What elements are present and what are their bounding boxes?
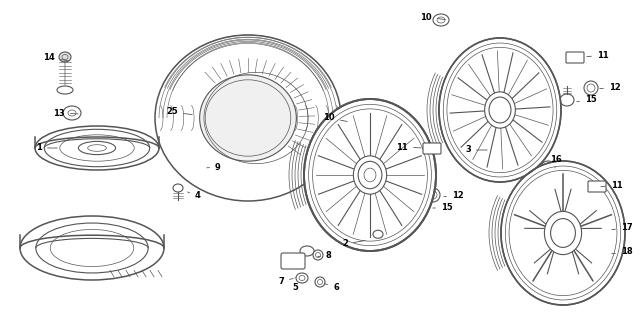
- Text: 13: 13: [53, 108, 78, 117]
- Text: 16: 16: [550, 155, 562, 168]
- Text: 6: 6: [324, 283, 339, 292]
- Text: 25: 25: [166, 108, 192, 116]
- Ellipse shape: [296, 273, 308, 283]
- Ellipse shape: [173, 184, 183, 192]
- Text: 18: 18: [612, 248, 632, 256]
- FancyBboxPatch shape: [588, 181, 606, 192]
- Ellipse shape: [200, 75, 296, 161]
- Text: 7: 7: [278, 277, 293, 286]
- Ellipse shape: [79, 141, 116, 155]
- Ellipse shape: [595, 245, 609, 259]
- Ellipse shape: [433, 14, 449, 26]
- Text: 4: 4: [188, 191, 201, 201]
- Text: 2: 2: [342, 240, 365, 249]
- Ellipse shape: [489, 97, 511, 123]
- Text: 1: 1: [36, 144, 57, 152]
- Text: 10: 10: [323, 114, 348, 122]
- Ellipse shape: [560, 94, 574, 106]
- Ellipse shape: [349, 116, 365, 128]
- FancyBboxPatch shape: [423, 143, 441, 154]
- Ellipse shape: [545, 211, 582, 255]
- Ellipse shape: [63, 106, 81, 120]
- Ellipse shape: [155, 35, 341, 201]
- Ellipse shape: [416, 199, 430, 211]
- Ellipse shape: [484, 92, 515, 128]
- Text: 17: 17: [612, 224, 632, 233]
- Text: 10: 10: [420, 12, 445, 21]
- Ellipse shape: [300, 246, 314, 256]
- Ellipse shape: [426, 188, 440, 202]
- Ellipse shape: [501, 161, 625, 305]
- Ellipse shape: [550, 219, 575, 248]
- Ellipse shape: [584, 81, 598, 95]
- Text: 12: 12: [444, 190, 464, 199]
- Text: 5: 5: [292, 278, 298, 293]
- Ellipse shape: [358, 161, 382, 189]
- Ellipse shape: [59, 52, 71, 62]
- Ellipse shape: [313, 250, 323, 260]
- Text: 14: 14: [44, 54, 68, 63]
- Ellipse shape: [541, 161, 555, 173]
- Text: 8: 8: [317, 250, 332, 259]
- Text: 3: 3: [465, 145, 487, 154]
- Text: 11: 11: [396, 143, 421, 152]
- Text: 15: 15: [433, 204, 452, 212]
- Ellipse shape: [35, 126, 159, 170]
- Text: 12: 12: [600, 83, 621, 92]
- Text: 9: 9: [207, 162, 221, 172]
- Ellipse shape: [57, 86, 73, 94]
- Ellipse shape: [595, 222, 609, 234]
- Ellipse shape: [20, 216, 164, 280]
- Ellipse shape: [439, 38, 561, 182]
- Text: 11: 11: [587, 50, 609, 60]
- Ellipse shape: [353, 156, 387, 194]
- Ellipse shape: [373, 230, 383, 238]
- Text: 11: 11: [601, 181, 623, 189]
- Ellipse shape: [315, 277, 325, 287]
- FancyBboxPatch shape: [566, 52, 584, 63]
- Ellipse shape: [304, 99, 436, 251]
- FancyBboxPatch shape: [281, 253, 305, 269]
- Text: 15: 15: [577, 95, 596, 105]
